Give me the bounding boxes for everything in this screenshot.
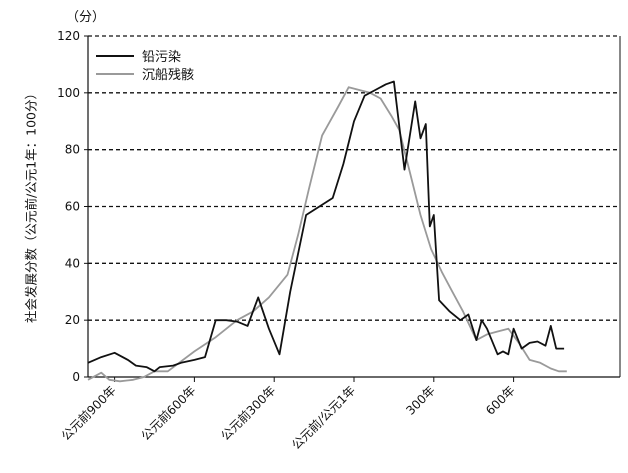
- y-tick-label-40: 40: [65, 256, 80, 270]
- gridlines: [88, 35, 620, 321]
- x-tick-label-2: 公元前300年: [218, 383, 279, 444]
- y-tick-label-80: 80: [65, 143, 80, 157]
- x-tick-label-1: 公元前600年: [138, 383, 199, 444]
- x-tick-label-4: 300年: [403, 383, 438, 418]
- legend-label-1: 沉船残骸: [142, 68, 194, 83]
- series-line-0: [87, 80, 565, 373]
- y-unit-label: （分）: [66, 10, 106, 25]
- y-tick-label-100: 100: [57, 86, 80, 100]
- series-line-1: [87, 86, 567, 383]
- x-tick-labels: 公元前900年 公元前600年 公元前300年 公元前/公元1年 300年 600年: [58, 377, 518, 452]
- y-tick-label-0: 0: [72, 370, 80, 384]
- y-tick-label-60: 60: [65, 200, 80, 214]
- y-tick-labels: 0 20 40 60 80 100 120: [57, 29, 88, 384]
- series-lines: [87, 80, 567, 383]
- x-tick-label-3: 公元前/公元1年: [288, 383, 358, 453]
- x-tick-label-5: 600年: [483, 383, 518, 418]
- y-tick-label-120: 120: [57, 29, 80, 43]
- y-tick-label-20: 20: [65, 313, 80, 327]
- x-tick-label-0: 公元前900年: [58, 383, 119, 444]
- legend-label-0: 铅污染: [142, 50, 181, 65]
